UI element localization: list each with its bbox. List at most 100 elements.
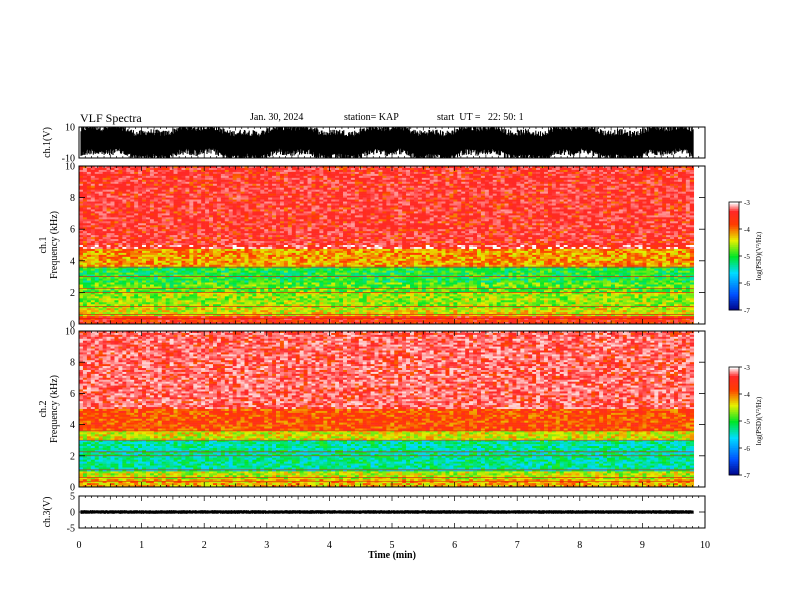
psd-cell bbox=[91, 178, 95, 180]
psd-cell bbox=[126, 168, 130, 170]
psd-cell bbox=[438, 174, 442, 176]
psd-cell bbox=[520, 168, 524, 170]
psd-cell bbox=[666, 176, 670, 178]
psd-cell bbox=[453, 170, 457, 172]
psd-cell bbox=[276, 180, 280, 182]
psd-cell bbox=[162, 174, 166, 176]
psd-cell bbox=[280, 182, 284, 184]
psd-cell bbox=[607, 180, 611, 182]
psd-cell bbox=[493, 168, 497, 170]
psd-cell bbox=[631, 178, 635, 180]
psd-cell bbox=[410, 180, 414, 182]
psd-cell bbox=[245, 178, 249, 180]
psd-cell bbox=[205, 178, 209, 180]
psd-cell bbox=[319, 172, 323, 174]
psd-cell bbox=[189, 174, 193, 176]
psd-cell bbox=[233, 172, 237, 174]
psd-cell bbox=[536, 172, 540, 174]
psd-cell bbox=[201, 182, 205, 184]
psd-cell bbox=[406, 182, 410, 184]
y-axis-label: ch.1(V) bbox=[42, 127, 53, 158]
psd-cell bbox=[166, 168, 170, 170]
psd-cell bbox=[122, 174, 126, 176]
psd-cell bbox=[579, 176, 583, 178]
psd-cell bbox=[311, 182, 315, 184]
psd-cell bbox=[674, 176, 678, 178]
psd-cell bbox=[658, 176, 662, 178]
psd-cell bbox=[658, 172, 662, 174]
psd-cell bbox=[662, 168, 666, 170]
psd-cell bbox=[378, 170, 382, 172]
psd-cell bbox=[233, 176, 237, 178]
psd-cell bbox=[221, 180, 225, 182]
psd-cell bbox=[422, 182, 426, 184]
psd-cell bbox=[264, 180, 268, 182]
psd-cell bbox=[170, 180, 174, 182]
psd-cell bbox=[615, 174, 619, 176]
psd-cell bbox=[213, 180, 217, 182]
psd-cell bbox=[493, 180, 497, 182]
psd-cell bbox=[142, 174, 146, 176]
psd-cell bbox=[272, 168, 276, 170]
psd-cell bbox=[252, 170, 256, 172]
psd-cell bbox=[591, 170, 595, 172]
psd-cell bbox=[643, 180, 647, 182]
psd-cell bbox=[453, 182, 457, 184]
psd-cell bbox=[643, 174, 647, 176]
psd-cell bbox=[323, 176, 327, 178]
psd-cell bbox=[587, 182, 591, 184]
psd-cell bbox=[461, 170, 465, 172]
psd-cell bbox=[248, 180, 252, 182]
psd-cell bbox=[572, 168, 576, 170]
psd-cell bbox=[615, 172, 619, 174]
psd-cell bbox=[130, 174, 134, 176]
psd-cell bbox=[181, 178, 185, 180]
psd-cell bbox=[603, 176, 607, 178]
psd-cell bbox=[512, 168, 516, 170]
psd-cell bbox=[686, 170, 690, 172]
psd-cell bbox=[430, 180, 434, 182]
psd-cell bbox=[619, 178, 623, 180]
psd-cell bbox=[134, 168, 138, 170]
psd-cell bbox=[245, 174, 249, 176]
psd-cell bbox=[111, 176, 115, 178]
psd-cell bbox=[449, 168, 453, 170]
psd-cell bbox=[690, 174, 694, 176]
psd-cell bbox=[237, 178, 241, 180]
psd-cell bbox=[611, 172, 615, 174]
psd-cell bbox=[178, 180, 182, 182]
psd-cell bbox=[323, 174, 327, 176]
psd-cell bbox=[434, 182, 438, 184]
psd-cell bbox=[442, 176, 446, 178]
psd-cell bbox=[189, 176, 193, 178]
psd-cell bbox=[469, 174, 473, 176]
psd-cell bbox=[126, 184, 130, 186]
psd-cell bbox=[662, 174, 666, 176]
psd-cell bbox=[304, 182, 308, 184]
psd-cell bbox=[650, 174, 654, 176]
psd-cell bbox=[516, 178, 520, 180]
psd-cell bbox=[197, 178, 201, 180]
psd-cell bbox=[378, 180, 382, 182]
psd-cell bbox=[99, 176, 103, 178]
psd-cell bbox=[225, 170, 229, 172]
psd-cell bbox=[229, 182, 233, 184]
psd-cell bbox=[469, 170, 473, 172]
psd-cell bbox=[493, 172, 497, 174]
psd-cell bbox=[229, 172, 233, 174]
psd-cell bbox=[245, 168, 249, 170]
psd-cell bbox=[284, 178, 288, 180]
psd-cell bbox=[130, 170, 134, 172]
psd-cell bbox=[174, 172, 178, 174]
psd-cell bbox=[623, 172, 627, 174]
psd-cell bbox=[536, 178, 540, 180]
psd-cell bbox=[83, 182, 87, 184]
psd-cell bbox=[485, 180, 489, 182]
psd-cell bbox=[339, 174, 343, 176]
psd-cell bbox=[107, 182, 111, 184]
psd-cell bbox=[548, 170, 552, 172]
psd-cell bbox=[390, 168, 394, 170]
psd-cell bbox=[509, 172, 513, 174]
psd-cell bbox=[233, 170, 237, 172]
psd-cell bbox=[639, 174, 643, 176]
